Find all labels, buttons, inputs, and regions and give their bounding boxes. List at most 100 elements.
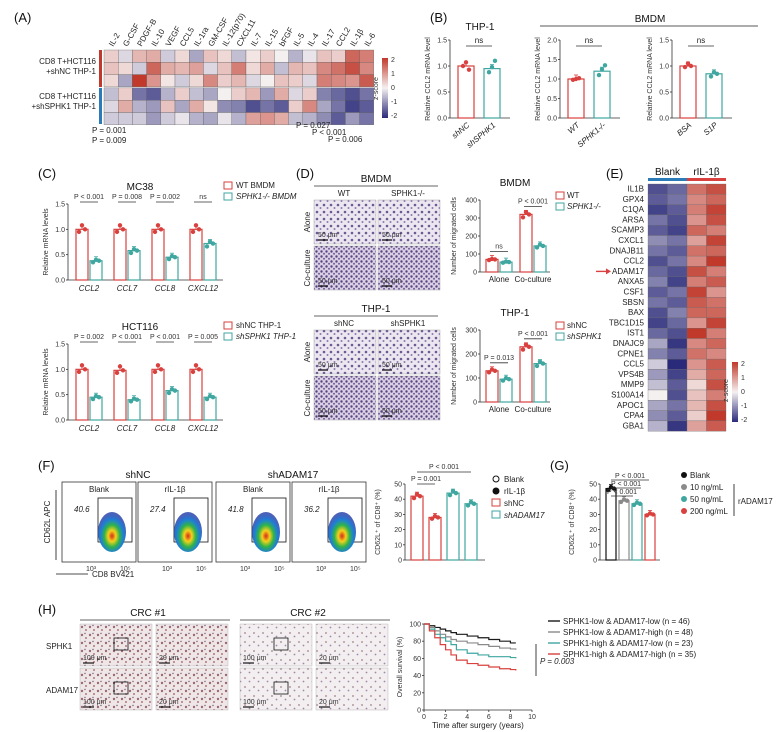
a-heat-cell — [118, 74, 133, 88]
d-micrograph — [377, 245, 441, 291]
f-bar — [428, 516, 442, 561]
a-gene-label: IL-15 — [263, 27, 280, 48]
g-legend-marker — [681, 496, 687, 502]
a-heat-cell — [345, 49, 360, 63]
c-pval: ns — [199, 194, 207, 201]
y-axis-label: CD62L⁺ of CD8⁺ (%) — [569, 489, 576, 555]
h-zoom-box — [113, 637, 129, 651]
panel-b-label: (B) — [430, 10, 447, 25]
a-heat-cell — [203, 87, 218, 101]
e-heat-cell — [686, 204, 707, 216]
data-point — [540, 361, 546, 366]
panel-h: (H) CRC #1 100 μm 20 μm 100 μm 20 μm CRC #2 10… — [38, 602, 697, 730]
h-ihc-overview — [239, 623, 313, 667]
b-cat-label: shNC — [450, 121, 471, 141]
y-tick-label: 50 — [394, 482, 402, 489]
data-point — [417, 493, 423, 499]
panel-a-label: (A) — [14, 10, 31, 25]
a-heat-cell — [288, 100, 303, 113]
f-legend-marker — [491, 498, 501, 507]
e-heat-cell — [706, 317, 727, 329]
e-gene-label: CPNE1 — [617, 349, 644, 358]
e-gene-label: IST1 — [627, 329, 644, 338]
a-heat-cell — [274, 62, 289, 75]
a-heat-cell — [146, 74, 161, 88]
y-tick-label: 1.5 — [659, 38, 669, 45]
e-heat-cell — [706, 369, 727, 380]
d-legend-swatch — [555, 191, 565, 200]
h-scale-label: 100 μm — [83, 655, 107, 662]
h-scale-label: 100 μm — [243, 655, 267, 662]
b-bar — [567, 78, 585, 119]
y-axis-label: Relative mRNA levels — [43, 208, 50, 276]
data-point — [96, 258, 102, 263]
data-point — [134, 397, 140, 402]
e-heat-cell — [686, 214, 707, 226]
e-gene-label: S100A14 — [611, 391, 644, 400]
d-micrograph — [377, 375, 441, 421]
data-point — [599, 67, 605, 72]
e-gene-label: GPX4 — [623, 195, 645, 204]
a-heat-cell — [160, 49, 176, 63]
c-legend-swatch — [223, 192, 233, 201]
data-point — [576, 76, 582, 81]
h-scale-label: 20 μm — [159, 699, 179, 706]
c-bar — [151, 228, 165, 281]
panel-d-label: (D) — [296, 166, 314, 181]
c-cat-label: CXCL12 — [188, 424, 219, 433]
a-heat-cell — [302, 49, 318, 63]
panel-f: (F) shNC shADAM17 Blank 40.6 10³ 10⁵ rIL-1β 27.… — [38, 458, 545, 579]
data-point — [411, 495, 417, 501]
f-tick: 10³ — [240, 566, 251, 573]
data-point — [492, 58, 498, 63]
e-heat-cell — [647, 379, 668, 391]
f-tick: 10⁵ — [196, 566, 207, 573]
y-axis-label: Relative CCL2 mRNA level — [535, 37, 542, 121]
data-point — [114, 370, 120, 376]
e-heat-cell — [667, 328, 688, 339]
bmdm-header: BMDM — [635, 14, 666, 25]
f-density — [252, 512, 280, 552]
e-heat-cell — [686, 410, 707, 422]
a-heat-cell — [146, 112, 161, 125]
b-cat-label: SPHK1-/- — [576, 120, 608, 149]
e-gene-label: CCL5 — [624, 360, 645, 369]
y-tick-label: 50 — [589, 482, 597, 489]
f-pct: 36.2 — [304, 505, 320, 514]
data-point — [196, 227, 202, 232]
y-axis-label: Overall survival (%) — [397, 637, 404, 698]
y-tick-label: 1.5 — [437, 38, 447, 45]
e-heat-cell — [667, 369, 688, 380]
c-bar — [203, 242, 217, 281]
e-gene-label: CCL2 — [624, 257, 645, 266]
d-micrograph — [313, 245, 377, 291]
e-heat-cell — [667, 410, 688, 422]
data-point — [152, 229, 158, 235]
h-col-label: CRC #1 — [130, 608, 166, 619]
data-point — [90, 260, 96, 265]
g-legend-label: Blank — [690, 471, 711, 480]
e-heat-cell — [667, 286, 688, 298]
a-heat-cell — [331, 100, 346, 113]
y-tick-label: 0 — [473, 400, 477, 407]
e-heat-cell — [647, 328, 668, 339]
e-gene-label: VPS4B — [618, 370, 644, 379]
e-heat-cell — [686, 379, 707, 391]
data-point — [466, 67, 472, 72]
d-bar — [519, 213, 533, 273]
a-heat-cell — [260, 87, 275, 101]
data-point — [520, 347, 526, 352]
e-heat-cell — [647, 420, 668, 432]
d-scalebar-label: 50 μm — [318, 232, 338, 239]
a-heat-cell — [231, 87, 247, 101]
g-pval: P < 0.001 — [615, 473, 645, 480]
d-chart: BMDM 0 100 200 300 400 Number of migrated cell… — [451, 178, 601, 284]
e-gene-label: DNAJB11 — [609, 246, 644, 255]
group1-label-line2: +shNC THP-1 — [46, 67, 96, 76]
a-heat-cell — [359, 87, 374, 101]
d-legend-swatch — [555, 332, 565, 341]
x-tick-label: 0 — [422, 714, 426, 721]
data-point — [155, 363, 161, 368]
panel-g-label: (G) — [550, 458, 569, 473]
